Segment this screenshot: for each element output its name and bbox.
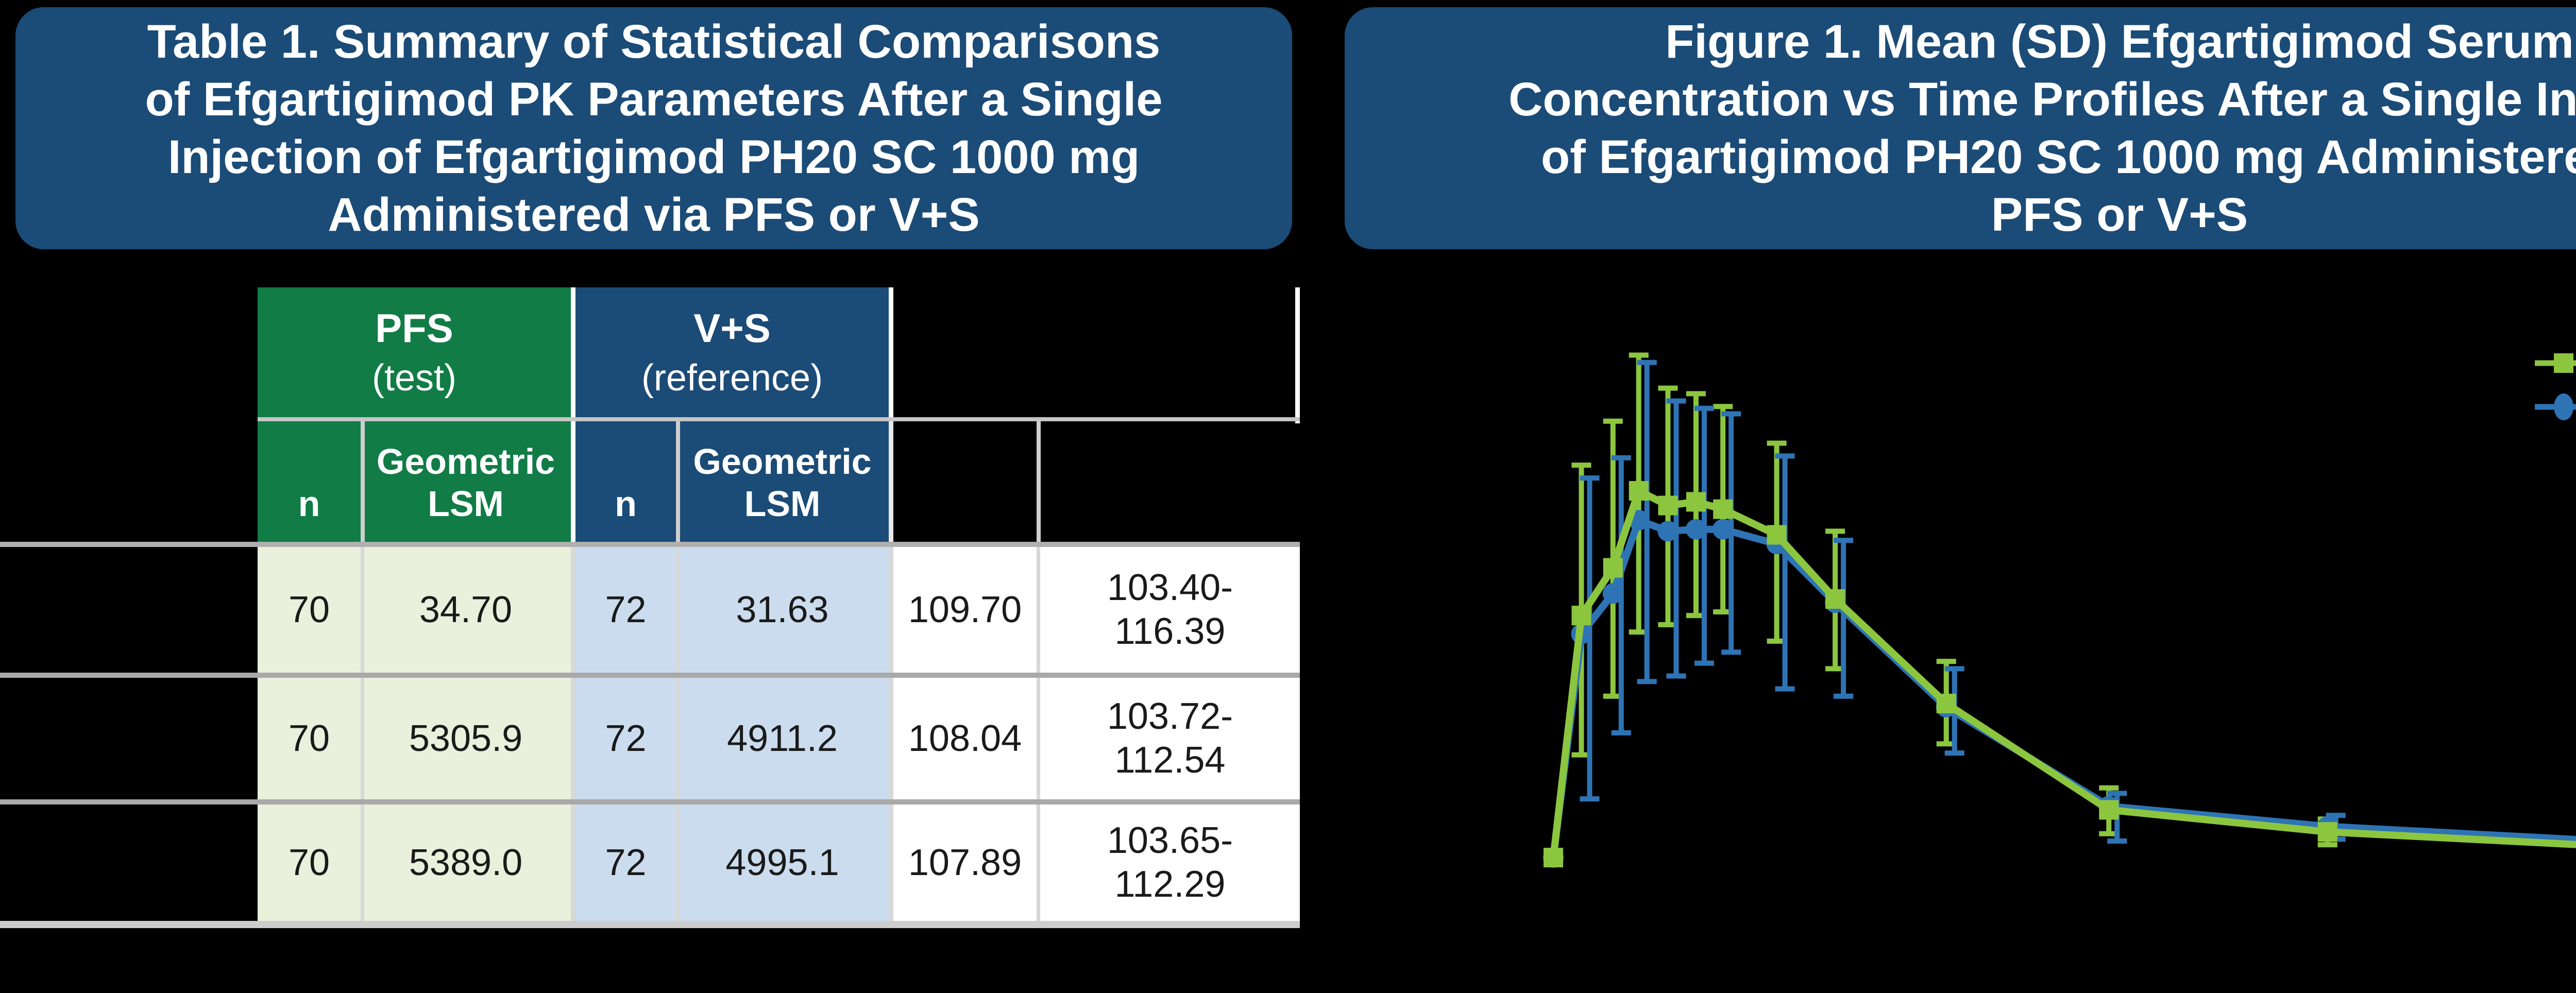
table-border-line bbox=[889, 421, 893, 542]
table-cell: 5305.9 bbox=[409, 717, 523, 759]
table-row-separator bbox=[0, 673, 1300, 678]
vs-lsm-header: Geometric LSM bbox=[676, 421, 889, 542]
table-title-banner: Table 1. Summary of Statistical Comparis… bbox=[15, 7, 1292, 249]
table-border-line bbox=[571, 287, 575, 542]
legend-circle-marker-icon bbox=[2554, 393, 2573, 420]
table-cell: 5389.0 bbox=[409, 842, 523, 883]
series-vs bbox=[1543, 509, 2576, 868]
table-border-line bbox=[258, 417, 1300, 421]
table-border-line bbox=[676, 421, 680, 542]
table-border-line bbox=[889, 287, 893, 417]
legend-square-marker-icon bbox=[2554, 353, 2573, 373]
table-cell: 70 bbox=[288, 717, 330, 759]
table-border-line bbox=[361, 421, 365, 542]
series-pfs bbox=[1544, 481, 2576, 867]
pfs-lsm-header: Geometric LSM bbox=[361, 421, 571, 542]
vs-group-qualifier: (reference) bbox=[641, 357, 823, 399]
vs-group-name: V+S bbox=[693, 305, 771, 351]
table-cell: 103.65- 112.29 bbox=[1107, 820, 1233, 905]
error-bars-pfs bbox=[1571, 352, 2337, 848]
table-border-line bbox=[0, 542, 1300, 547]
table-border-line bbox=[676, 547, 680, 921]
table-cell: 70 bbox=[288, 589, 330, 630]
figure-title-banner: Figure 1. Mean (SD) Efgartigimod Serum C… bbox=[1345, 7, 2576, 249]
table-cell: 103.40- 116.39 bbox=[1107, 567, 1233, 652]
table-cell: 107.89 bbox=[908, 842, 1022, 883]
table-cell: 72 bbox=[605, 842, 647, 883]
chart-legend bbox=[2535, 353, 2576, 420]
result-body-column-bg bbox=[893, 547, 1300, 921]
table-cell: 4911.2 bbox=[727, 717, 838, 759]
table-row-separator bbox=[0, 799, 1300, 804]
table-bottom-border bbox=[0, 921, 1300, 928]
vs-n-header: n bbox=[575, 421, 676, 542]
table-border-line bbox=[1037, 421, 1041, 542]
table-cell: 109.70 bbox=[908, 589, 1022, 630]
pfs-group-header: PFS (test) bbox=[258, 287, 571, 417]
table-cell: 4995.1 bbox=[725, 842, 839, 883]
figure-title: Figure 1. Mean (SD) Efgartigimod Serum C… bbox=[1508, 15, 2576, 242]
table-border-line bbox=[571, 547, 575, 921]
table-border-line bbox=[1037, 547, 1040, 921]
table-border-line bbox=[1295, 287, 1300, 423]
table-cell: 72 bbox=[605, 589, 647, 630]
pfs-body-column-bg bbox=[258, 547, 571, 921]
table-cell: 34.70 bbox=[419, 589, 513, 630]
pfs-group-name: PFS bbox=[375, 305, 453, 351]
table-cell: 103.72- 112.54 bbox=[1107, 696, 1233, 781]
table-border-line bbox=[889, 547, 893, 921]
table-cell: 108.04 bbox=[908, 717, 1022, 759]
error-bars-vs bbox=[1580, 359, 2346, 844]
vs-group-header: V+S (reference) bbox=[575, 287, 889, 417]
vs-body-column-bg bbox=[575, 547, 889, 921]
table-cell: 31.63 bbox=[736, 589, 829, 630]
table-title: Table 1. Summary of Statistical Comparis… bbox=[145, 15, 1163, 242]
table-cell: 72 bbox=[605, 717, 647, 759]
pfs-group-qualifier: (test) bbox=[371, 357, 456, 399]
pfs-n-header: n bbox=[258, 421, 361, 542]
table-border-line bbox=[361, 547, 364, 921]
table-cell: 70 bbox=[288, 842, 330, 883]
